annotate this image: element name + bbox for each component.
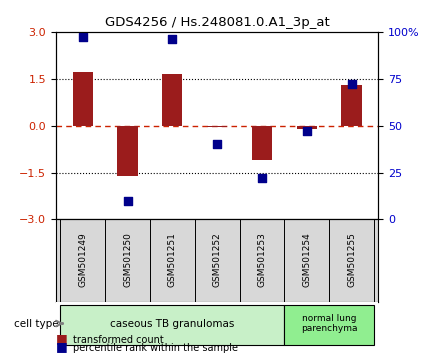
Bar	[162, 74, 182, 126]
Bar	[207, 126, 227, 127]
Text: GSM501249: GSM501249	[78, 232, 87, 286]
Text: ■: ■	[56, 340, 68, 353]
Text: GSM501250: GSM501250	[123, 232, 132, 287]
Point	[124, 198, 131, 204]
Text: GSM501253: GSM501253	[258, 232, 267, 287]
FancyBboxPatch shape	[60, 305, 284, 345]
Point	[214, 142, 221, 147]
Title: GDS4256 / Hs.248081.0.A1_3p_at: GDS4256 / Hs.248081.0.A1_3p_at	[105, 16, 329, 29]
Bar	[297, 126, 317, 129]
Point	[303, 129, 310, 134]
Text: ■: ■	[56, 332, 68, 345]
Text: caseous TB granulomas: caseous TB granulomas	[110, 319, 234, 329]
Text: normal lung
parenchyma: normal lung parenchyma	[301, 314, 357, 333]
Text: transformed count: transformed count	[73, 335, 164, 345]
Point	[169, 36, 176, 42]
Text: percentile rank within the sample: percentile rank within the sample	[73, 343, 238, 353]
Point	[79, 35, 86, 40]
Bar	[341, 85, 362, 126]
Text: GSM501251: GSM501251	[168, 232, 177, 287]
Bar	[252, 126, 272, 160]
Text: cell type: cell type	[13, 319, 58, 329]
Bar	[73, 73, 93, 126]
Text: GSM501255: GSM501255	[347, 232, 356, 287]
Text: GSM501254: GSM501254	[302, 232, 311, 286]
Bar	[117, 126, 138, 176]
Point	[348, 81, 355, 87]
FancyBboxPatch shape	[284, 305, 374, 345]
Text: GSM501252: GSM501252	[213, 232, 221, 286]
Point	[258, 175, 265, 181]
